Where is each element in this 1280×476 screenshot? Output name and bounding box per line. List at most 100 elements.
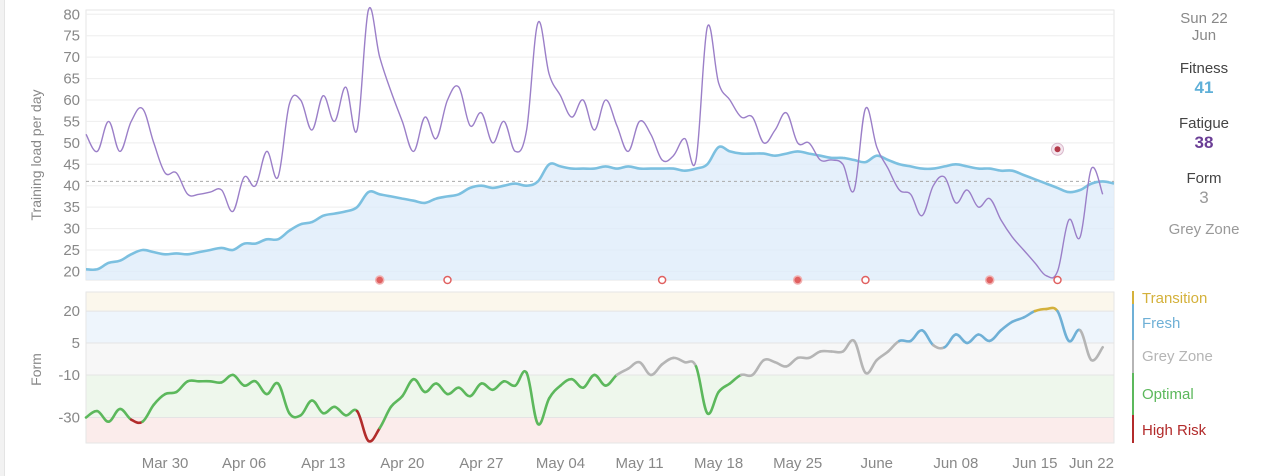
form-zone-label: Grey Zone [1168, 221, 1240, 238]
form-line-segment [898, 339, 912, 343]
x-tick-label-2: Apr 06 [222, 455, 266, 472]
x-tick-label-7: May 11 [615, 455, 663, 472]
y-tick-label-75: 75 [63, 28, 80, 45]
activity-marker-2 [443, 275, 452, 285]
fitness-label: Fitness [1179, 60, 1229, 77]
form-y-tick-label--10: -10 [58, 367, 80, 384]
x-tick-label-13: Jun 22 [1069, 455, 1114, 472]
form-line-segment [683, 360, 698, 368]
form-line-segment [694, 365, 709, 415]
form-line-segment [830, 350, 845, 354]
form-y-tick-label-5: 5 [72, 335, 80, 352]
y-tick-label-70: 70 [63, 49, 80, 66]
form-line-segment [378, 405, 393, 430]
y-tick-label-35: 35 [63, 199, 80, 216]
fatigue-label: Fatigue [1178, 115, 1230, 132]
form-line-segment [514, 370, 528, 387]
form-line-segment [389, 394, 404, 409]
x-tick-label-8: May 18 [694, 455, 743, 472]
zone-band-grey-zone [86, 343, 1114, 375]
form-line-segment [1056, 309, 1071, 343]
form-line-segment [209, 380, 223, 385]
zone-band-fresh [86, 311, 1114, 344]
y-tick-label-65: 65 [63, 71, 80, 88]
form-line-segment [706, 390, 720, 416]
y-tick-label-55: 55 [63, 113, 80, 130]
form-line-segment [186, 379, 201, 383]
form-line-segment [525, 371, 540, 426]
x-tick-label-9: May 25 [773, 455, 822, 472]
y-tick-label-45: 45 [63, 156, 80, 173]
x-tick-label-4: Apr 20 [380, 455, 424, 472]
form-line-segment [739, 373, 754, 378]
highlight-point [1054, 146, 1061, 153]
zone-band-high-risk [86, 417, 1114, 443]
x-tick-label-12: Jun 15 [1012, 455, 1057, 472]
form-y-tick-label-20: 20 [63, 303, 80, 320]
form-line-segment [163, 390, 178, 396]
fitness-line [85, 145, 1115, 272]
activity-marker-1 [374, 275, 385, 285]
form-line-segment [276, 382, 291, 415]
bottom-y-axis-title: Form [28, 353, 44, 386]
form-line-segment [1044, 306, 1059, 313]
info-panel: Sun 22 Jun Fitness 41 Fatigue 38 Form 3 … [1136, 10, 1272, 238]
form-line-segment [864, 358, 879, 375]
form-line-segment [604, 373, 619, 387]
fitness-value: 41 [1194, 78, 1214, 97]
form-line-segment [920, 329, 935, 347]
fitness-fatigue-plot[interactable]: 20 25 30 35 40 45 50 55 60 65 70 75 80 Training load … [28, 6, 1115, 285]
form-line-segment [852, 339, 867, 375]
form-line-segment [1078, 329, 1093, 362]
form-line-segment [1090, 346, 1104, 362]
form-line-segment [649, 363, 664, 377]
form-value: 3 [1199, 188, 1209, 207]
zone-label-grey-zone: Grey Zone [1142, 348, 1213, 365]
zone-label-high-risk: High Risk [1142, 422, 1207, 439]
selected-date-month: Jun [1191, 27, 1217, 44]
x-axis: Mar 30 Apr 06 Apr 13 Apr 20 Apr 27 May 04 May … [142, 455, 1114, 472]
y-tick-label-20: 20 [63, 263, 80, 280]
activity-marker-6 [984, 275, 995, 285]
y-tick-label-25: 25 [63, 242, 80, 259]
zone-band-transition [86, 292, 1114, 312]
activity-marker-7 [1053, 275, 1062, 285]
x-tick-label-10: June [861, 455, 894, 472]
y-tick-label-80: 80 [63, 6, 80, 23]
zone-legend: Transition Fresh Grey Zone Optimal High Risk [1132, 290, 1213, 443]
zone-label-fresh: Fresh [1142, 315, 1180, 332]
top-y-axis-title: Training load per day [28, 89, 44, 220]
form-line-segment [988, 329, 1003, 343]
activity-marker-5 [861, 275, 870, 285]
y-tick-label-30: 30 [63, 221, 80, 238]
form-line-segment [141, 403, 156, 423]
window-edge [0, 0, 5, 476]
form-line-segment [367, 426, 381, 443]
form-line-segment [796, 356, 811, 360]
activity-marker-3 [657, 275, 667, 285]
x-tick-label-11: Jun 08 [933, 455, 978, 472]
y-tick-label-50: 50 [63, 135, 80, 152]
bottom-plot-frame [85, 291, 1115, 444]
zone-label-optimal: Optimal [1142, 386, 1194, 403]
form-line-segment [355, 409, 370, 443]
fatigue-line [85, 6, 1104, 279]
form-line-segment [547, 384, 562, 400]
x-tick-label-1: Mar 30 [142, 455, 189, 472]
form-line-segment [536, 397, 551, 426]
x-tick-label-6: May 04 [536, 455, 585, 472]
form-plot[interactable]: 20 5 -10 -30 Form [28, 291, 1115, 444]
form-label: Form [1186, 170, 1222, 187]
fatigue-value: 38 [1194, 133, 1214, 152]
x-tick-label-3: Apr 13 [301, 455, 345, 472]
y-tick-label-60: 60 [63, 92, 80, 109]
y-tick-label-40: 40 [63, 178, 80, 195]
zone-label-transition: Transition [1142, 290, 1207, 307]
form-y-tick-label--30: -30 [58, 409, 80, 426]
x-tick-label-5: Apr 27 [459, 455, 503, 472]
selected-date-day: Sun 22 [1180, 10, 1228, 27]
activity-marker-4 [792, 275, 803, 285]
fitness-area [86, 146, 1114, 280]
